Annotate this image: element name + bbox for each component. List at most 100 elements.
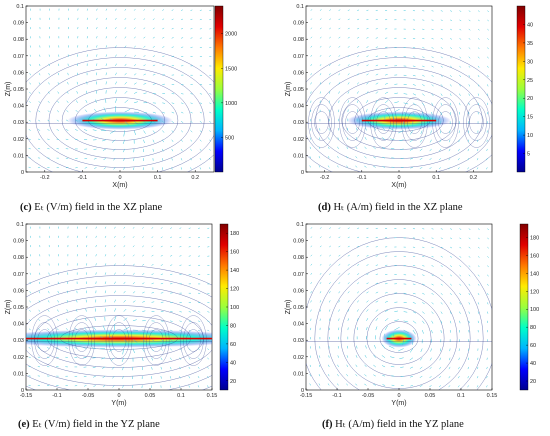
quiver-arrow	[123, 317, 128, 322]
contour-line	[311, 104, 332, 141]
quiver-arrow	[170, 273, 173, 275]
y-tick-label: 0.1	[296, 4, 304, 10]
quiver-arrow	[104, 235, 107, 238]
quiver-arrow	[449, 283, 452, 286]
quiver-arrow	[457, 167, 460, 170]
quiver-arrow	[384, 107, 388, 113]
quiver-arrow	[459, 274, 462, 277]
quiver-arrow	[448, 385, 451, 388]
quiver-arrow	[132, 309, 137, 312]
quiver-arrow	[29, 82, 31, 85]
quiver-arrow	[133, 27, 136, 30]
quiver-arrow	[487, 28, 489, 31]
quiver-arrow	[449, 311, 452, 314]
quiver-arrow	[207, 357, 210, 360]
caption-text: Hₜ (A/m) field in the XZ plane	[333, 202, 462, 213]
quiver-arrow	[83, 347, 87, 349]
quiver-arrow	[338, 73, 341, 76]
x-axis-label: X(m)	[112, 182, 127, 189]
quiver-arrow	[487, 84, 489, 87]
quiver-arrow	[179, 348, 182, 351]
quiver-arrow	[171, 55, 174, 57]
quiver-arrow	[132, 300, 136, 303]
quiver-arrow	[394, 326, 400, 331]
quiver-arrow	[103, 107, 107, 113]
quiver-arrow	[381, 137, 386, 140]
quiver-arrow	[477, 10, 480, 12]
quiver-arrow	[364, 354, 367, 358]
quiver-arrow	[310, 263, 313, 266]
quiver-arrow	[356, 91, 359, 94]
quiver-arrow	[151, 357, 154, 361]
quiver-arrow	[92, 129, 97, 131]
quiver-arrow	[347, 100, 349, 103]
quiver-arrow	[319, 254, 322, 257]
quiver-arrow	[180, 130, 184, 133]
quiver-arrow	[190, 102, 193, 104]
colorbar-tick-label: 25	[527, 78, 533, 84]
quiver-arrow	[179, 385, 181, 388]
quiver-arrow	[142, 254, 145, 257]
quiver-arrow	[410, 167, 414, 169]
quiver-arrow	[197, 366, 200, 369]
quiver-arrow	[57, 300, 59, 303]
quiver-arrow	[310, 227, 313, 229]
contour-line	[148, 329, 164, 352]
quiver-arrow	[449, 130, 451, 134]
quiver-arrow	[95, 263, 97, 266]
quiver-arrow	[105, 8, 108, 11]
quiver-arrow	[412, 329, 416, 335]
quiver-arrow	[190, 93, 193, 95]
quiver-arrow	[450, 265, 453, 267]
quiver-arrow	[422, 302, 425, 305]
quiver-arrow	[56, 110, 60, 113]
contour-line	[314, 251, 484, 390]
caption-letter: (c)	[20, 202, 34, 213]
quiver-arrow	[197, 357, 200, 360]
quiver-arrow	[114, 324, 116, 331]
quiver-arrow	[329, 54, 331, 57]
quiver-arrow	[310, 91, 312, 94]
quiver-arrow	[338, 9, 341, 11]
quiver-arrow	[113, 158, 116, 161]
quiver-arrow	[366, 227, 369, 229]
colorbar-tick-label: 20	[527, 96, 533, 102]
quiver-arrow	[143, 27, 146, 30]
quiver-arrow	[104, 299, 106, 303]
quiver-arrow	[373, 374, 376, 377]
quiver-arrow	[403, 320, 409, 323]
quiver-arrow	[440, 311, 443, 315]
quiver-arrow	[459, 102, 461, 106]
quiver-arrow	[190, 121, 193, 123]
quiver-arrow	[151, 366, 153, 370]
quiver-arrow	[400, 366, 404, 368]
quiver-arrow	[152, 64, 156, 67]
quiver-arrow	[188, 320, 192, 322]
quiver-arrow	[94, 108, 97, 113]
quiver-arrow	[105, 27, 108, 30]
quiver-arrow	[152, 111, 157, 114]
quiver-arrow	[188, 255, 191, 257]
quiver-arrow	[448, 167, 451, 170]
quiver-arrow	[171, 167, 173, 170]
quiver-arrow	[162, 27, 165, 30]
quiver-arrow	[171, 102, 175, 104]
quiver-arrow	[56, 119, 60, 122]
quiver-arrow	[449, 93, 452, 96]
quiver-arrow	[366, 255, 369, 257]
quiver-arrow	[419, 366, 423, 370]
quiver-arrow	[56, 328, 59, 331]
quiver-arrow	[366, 46, 369, 48]
quiver-arrow	[133, 158, 135, 162]
quiver-arrow	[190, 167, 192, 170]
quiver-arrow	[143, 64, 146, 67]
quiver-arrow	[459, 237, 462, 240]
quiver-arrow	[467, 366, 469, 370]
quiver-arrow	[382, 374, 386, 377]
quiver-arrow	[346, 165, 349, 168]
quiver-arrow	[375, 317, 379, 321]
quiver-arrow	[384, 83, 388, 85]
quiver-arrow	[115, 72, 117, 76]
quiver-arrow	[74, 385, 78, 387]
quiver-arrow	[366, 28, 369, 30]
